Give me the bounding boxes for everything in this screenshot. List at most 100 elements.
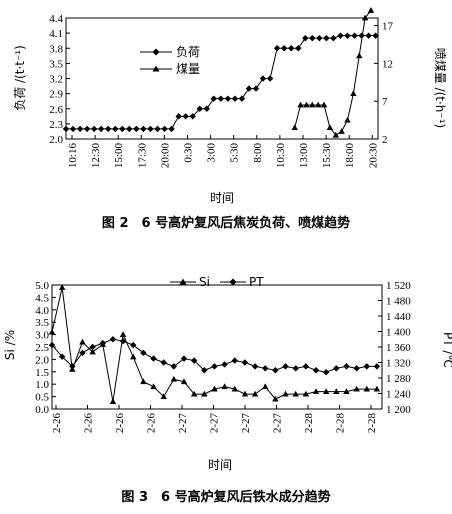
data-point [361, 14, 369, 21]
y-left-tick-label: 2.5 [35, 342, 49, 354]
data-point [312, 388, 320, 395]
data-point [333, 388, 340, 395]
data-point [302, 34, 309, 42]
data-point [201, 367, 208, 374]
y-right-tick-label: 1 360 [386, 342, 411, 354]
data-point [350, 90, 357, 97]
data-point [154, 125, 161, 133]
data-point [140, 125, 147, 133]
data-point [180, 378, 188, 385]
data-point [119, 337, 127, 345]
y-left-tick-label: 4.4 [49, 13, 63, 25]
data-point [180, 355, 188, 362]
legend: Si PT [170, 275, 264, 289]
data-point [170, 375, 178, 382]
plot-frame [65, 17, 379, 140]
data-point [282, 390, 289, 397]
data-point [288, 45, 295, 52]
data-point [231, 385, 238, 392]
data-point [147, 125, 154, 133]
data-point [168, 125, 175, 133]
x-tick-label: 13:00 [298, 143, 310, 169]
data-point [303, 101, 310, 108]
legend-label-load: 负荷 [176, 45, 200, 59]
series-a [62, 32, 379, 133]
data-point [262, 365, 269, 372]
data-point [302, 390, 310, 397]
data-point [109, 398, 117, 404]
y-left-tick-label: 3.5 [35, 317, 49, 329]
data-point [295, 45, 302, 52]
data-point [170, 363, 178, 370]
data-point [262, 383, 269, 390]
data-point [309, 34, 316, 42]
x-tick-label: 17:30 [136, 143, 148, 169]
y-left-tick-label: 0.0 [35, 404, 49, 416]
x-tick-label: 5:30 [229, 143, 241, 163]
data-point [351, 32, 358, 39]
data-point [251, 363, 259, 370]
y-axis-left-ticks: 2.0 2.3 2.6 2.9 3.2 3.5 3.8 4.1 4.4 [49, 13, 70, 146]
data-point [302, 363, 310, 370]
legend-label-si: Si [199, 275, 210, 289]
legend-marker-coal [152, 65, 160, 72]
x-tick-label: 2-27 [177, 413, 189, 434]
data-point [272, 367, 279, 374]
data-point [343, 363, 350, 370]
y-left-tick-label: 2.3 [49, 119, 63, 131]
data-point [182, 113, 189, 120]
legend-marker-pt [229, 278, 237, 286]
y-axis-left-label: Si /% [3, 330, 17, 360]
y-right-tick-label: 1 400 [386, 327, 411, 339]
data-point [89, 348, 96, 355]
data-point [251, 390, 259, 397]
y-left-tick-label: 2.6 [49, 104, 63, 116]
data-point [221, 383, 228, 390]
data-point [312, 367, 320, 374]
data-point [322, 388, 330, 395]
y-left-tick-label: 3.0 [35, 330, 49, 342]
data-point [292, 365, 299, 372]
data-point [245, 85, 253, 92]
data-point [231, 357, 238, 364]
x-axis-label: 时间 [208, 458, 232, 472]
data-point [161, 125, 168, 133]
data-point [344, 32, 351, 39]
data-point [112, 125, 119, 133]
x-tick-label: 2-26 [83, 413, 95, 434]
legend: 负荷 煤量 [140, 45, 200, 76]
data-point [322, 368, 330, 376]
data-point [259, 75, 267, 82]
data-point [291, 124, 298, 131]
data-point [241, 359, 249, 366]
data-point [217, 95, 225, 102]
data-point [309, 101, 316, 108]
data-point [69, 125, 77, 133]
data-point [99, 339, 106, 347]
chart-iron-composition: 0.00.51.01.52.02.53.03.54.04.55.0 1 2001… [3, 275, 452, 505]
data-point [356, 52, 363, 59]
series-a [48, 284, 381, 404]
y-axis-right-label: 喷煤量 /(t·h⁻¹) [433, 48, 447, 129]
data-point [326, 124, 334, 131]
figure-caption: 图 2 6 号高炉复风后焦炭负荷、喷煤趋势 [102, 215, 350, 231]
data-point [140, 349, 147, 357]
data-point [175, 113, 182, 120]
data-point [76, 125, 84, 133]
y-left-tick-label: 2.0 [35, 354, 49, 366]
y-axis-left-label: 负荷 /(t·t⁻¹) [13, 45, 27, 111]
data-point [196, 105, 203, 112]
y-right-tick-label: 2 [382, 134, 388, 146]
legend-marker-load [152, 48, 160, 56]
y-left-tick-label: 2.9 [49, 89, 63, 101]
data-point [130, 353, 137, 360]
y-left-tick-label: 1.5 [35, 367, 49, 379]
y-left-tick-label: 3.2 [49, 74, 63, 86]
data-point [211, 363, 218, 370]
y-right-tick-label: 1 240 [386, 389, 411, 401]
data-point [160, 359, 167, 366]
data-point [231, 95, 239, 102]
data-point [190, 390, 198, 397]
y-right-tick-label: 1 200 [386, 404, 411, 416]
data-point [363, 363, 370, 370]
